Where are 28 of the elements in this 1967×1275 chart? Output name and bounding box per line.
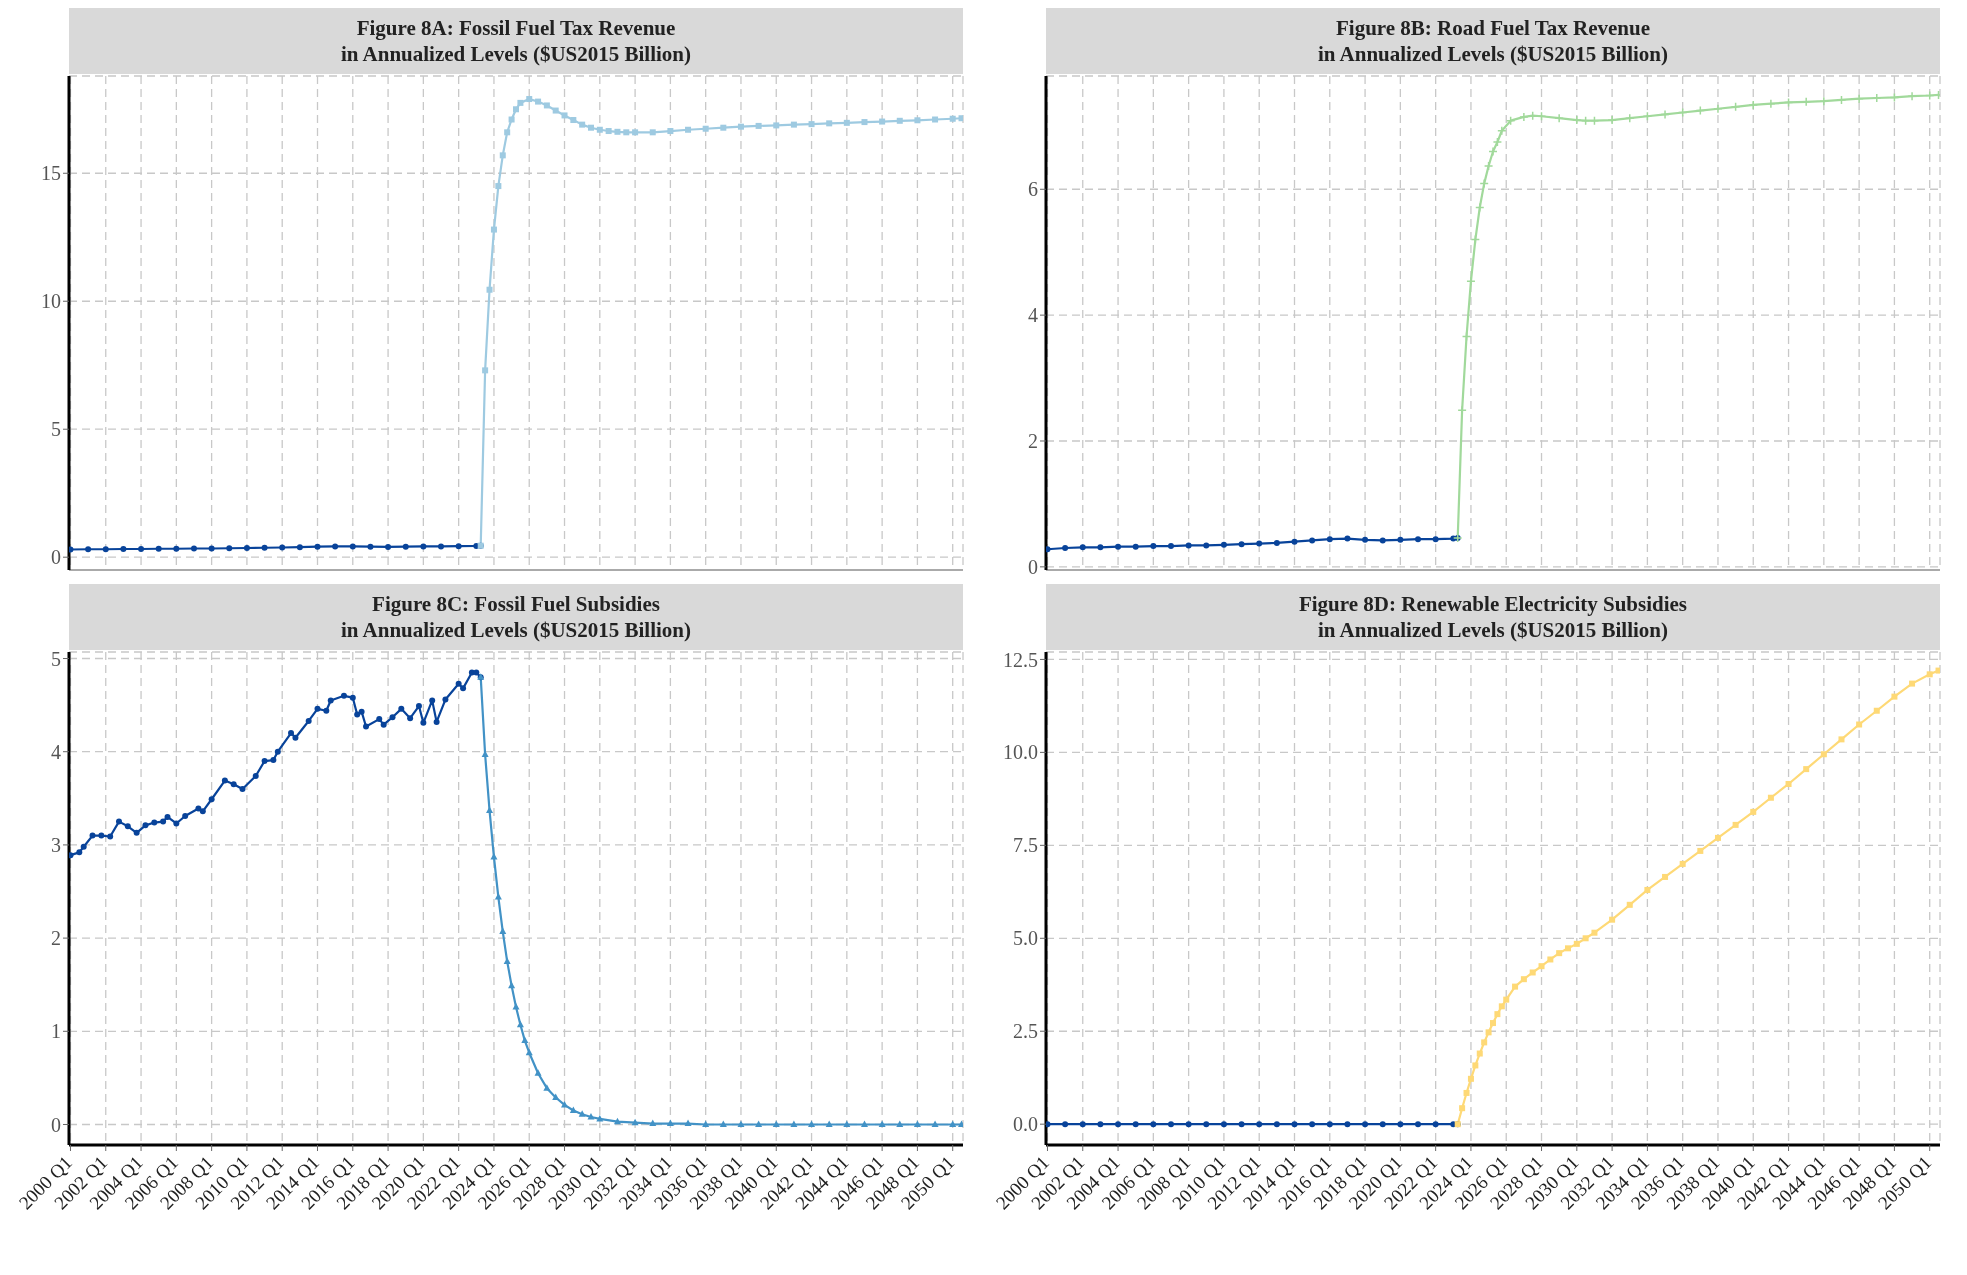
chart-title: Figure 8B: Road Fuel Tax Revenue [1334, 15, 1651, 41]
chart-subtitle: in Annualized Levels ($US2015 Billion) [339, 617, 693, 643]
y-tick-label: 4 [51, 740, 61, 763]
y-tick-label: 5.0 [1013, 927, 1038, 950]
y-tick-label: 7.5 [1013, 834, 1038, 857]
y-tick-label: 0 [51, 1113, 61, 1136]
y-tick-label: 1 [51, 1020, 61, 1043]
y-tick-label: 10 [41, 290, 61, 313]
chart-title: Figure 8A: Fossil Fuel Tax Revenue [355, 15, 677, 41]
y-tick-label: 2 [1028, 430, 1038, 453]
chart-title: Figure 8C: Fossil Fuel Subsidies [371, 591, 661, 617]
y-tick-label: 6 [1028, 178, 1038, 201]
y-tick-label: 2.5 [1013, 1020, 1038, 1043]
y-tick-label: 5 [51, 647, 61, 670]
y-tick-label: 15 [41, 162, 61, 185]
chart-title: Figure 8D: Renewable Electricity Subsidies [1297, 591, 1689, 617]
y-tick-label: 5 [51, 418, 61, 441]
chart-subtitle: in Annualized Levels ($US2015 Billion) [1316, 41, 1670, 67]
chart-subtitle: in Annualized Levels ($US2015 Billion) [339, 41, 693, 67]
y-tick-label: 0.0 [1013, 1113, 1038, 1136]
y-tick-label: 4 [1028, 304, 1038, 327]
chart-subtitle: in Annualized Levels ($US2015 Billion) [1316, 617, 1670, 643]
y-tick-label: 2 [51, 927, 61, 950]
y-tick-label: 0 [1028, 555, 1038, 578]
y-tick-label: 3 [51, 834, 61, 857]
y-tick-label: 12.5 [1003, 648, 1038, 671]
y-tick-label: 0 [51, 546, 61, 569]
y-tick-label: 10.0 [1003, 741, 1038, 764]
